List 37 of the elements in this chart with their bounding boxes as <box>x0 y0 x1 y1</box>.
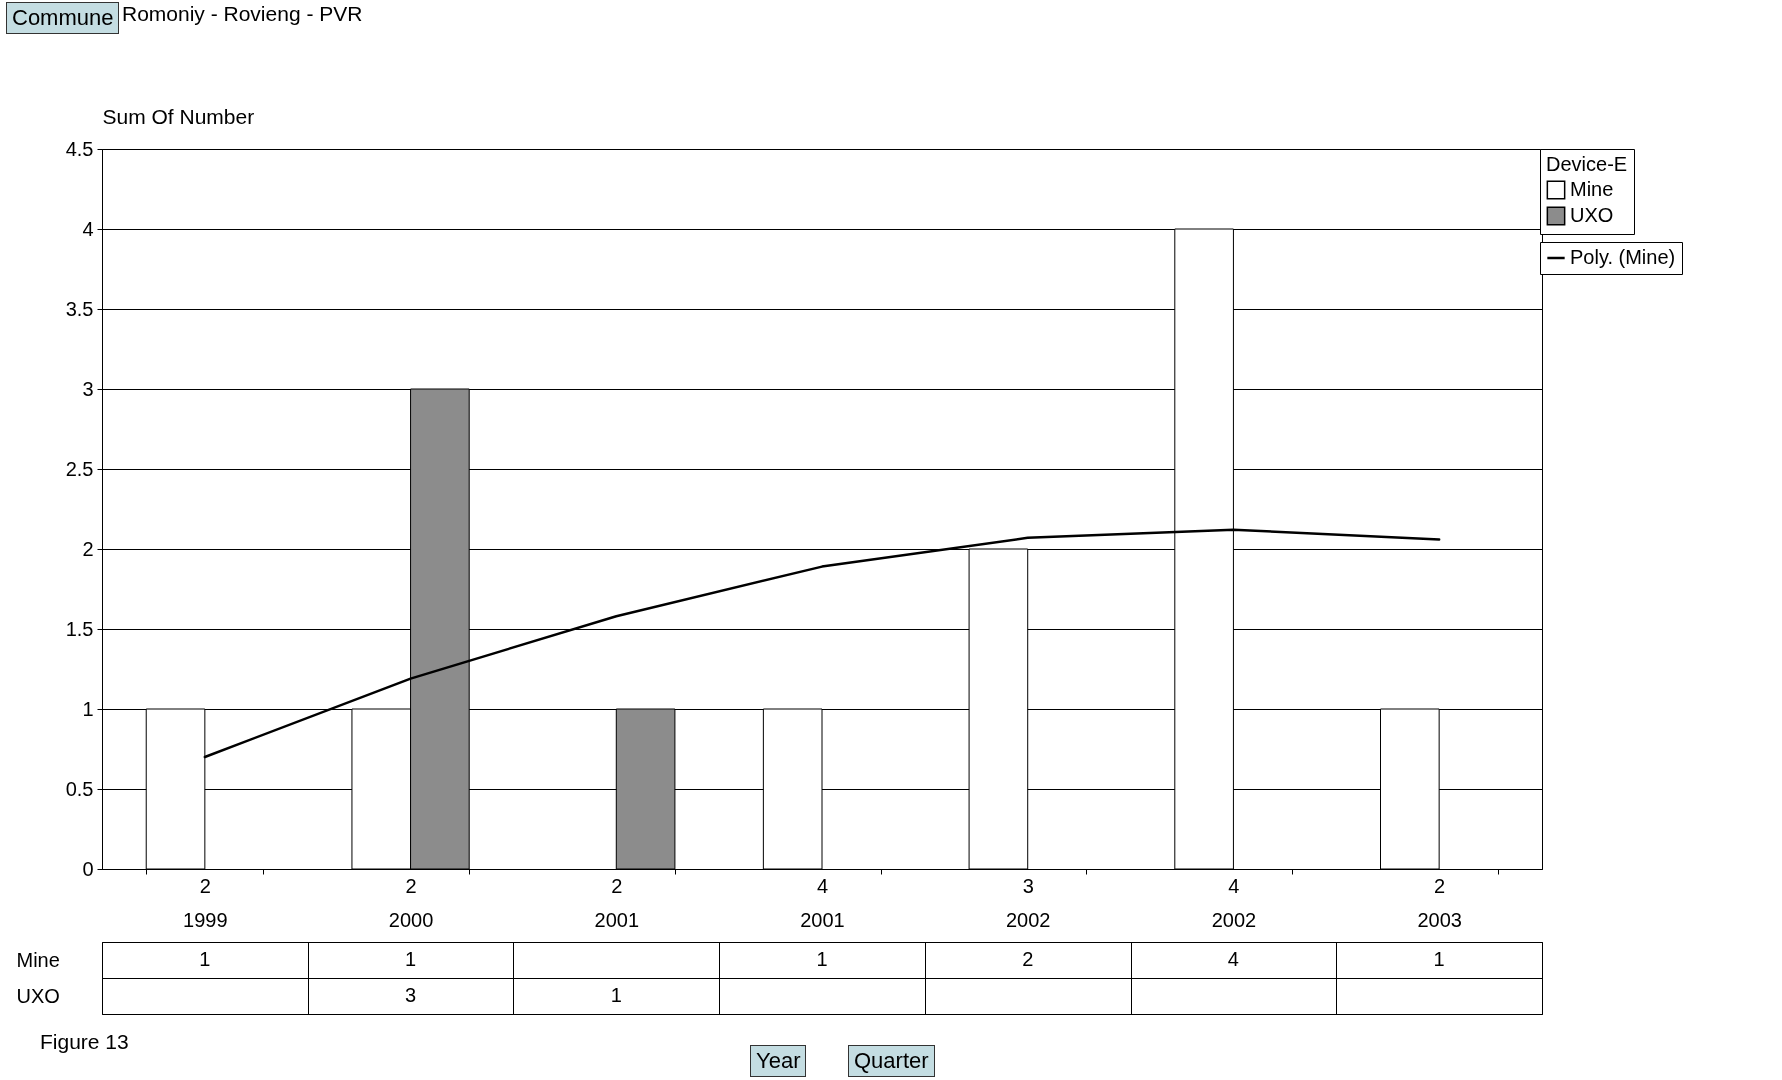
data-label: 1 <box>1433 948 1445 970</box>
y-tick-label: 0 <box>82 857 94 880</box>
data-label: 4 <box>1227 948 1239 970</box>
legend-title: Device-E <box>1546 153 1628 175</box>
text: UXO <box>16 984 60 1007</box>
text: Quarter <box>848 1045 935 1077</box>
data-label: 1 <box>199 948 211 970</box>
data-label: 1 <box>610 984 622 1006</box>
y-axis-title: Sum Of Number <box>102 104 255 128</box>
text: Commune <box>6 2 120 34</box>
x-tick-label: 2 2003 <box>1417 874 1462 931</box>
text: Mine <box>16 948 60 971</box>
y-tick-label: 1 <box>82 697 94 720</box>
text: Year <box>750 1045 807 1077</box>
x-tick-label: 2 2000 <box>388 874 434 931</box>
legend-label: Mine <box>1570 178 1614 200</box>
y-tick-label: 1.5 <box>65 617 94 640</box>
x-tick-label: 2 2001 <box>594 874 640 931</box>
legend-label: UXO <box>1570 204 1614 226</box>
x-tick-label: 4 2002 <box>1211 874 1257 931</box>
y-tick-label: 0.5 <box>65 777 94 800</box>
legend-label: Poly. (Mine) <box>1570 246 1676 268</box>
x-tick-label: 4 2001 <box>800 874 845 931</box>
data-label: 1 <box>816 948 828 970</box>
y-tick-label: 4 <box>82 217 94 240</box>
y-tick-label: 2.5 <box>65 457 94 480</box>
caption: Figure 13 <box>40 1030 129 1054</box>
data-label: 1 <box>405 948 417 970</box>
y-tick-label: 3 <box>82 377 94 400</box>
y-tick-label: 4.5 <box>65 137 94 160</box>
data-label: 3 <box>405 984 417 1006</box>
text: Romoniy - Rovieng - PVR <box>122 2 363 26</box>
y-tick-label: 3.5 <box>65 297 94 320</box>
x-tick-label: 2 1999 <box>183 874 228 931</box>
y-tick-label: 2 <box>82 537 94 560</box>
x-tick-label: 3 2002 <box>1005 874 1051 931</box>
data-label: 2 <box>1022 948 1034 970</box>
